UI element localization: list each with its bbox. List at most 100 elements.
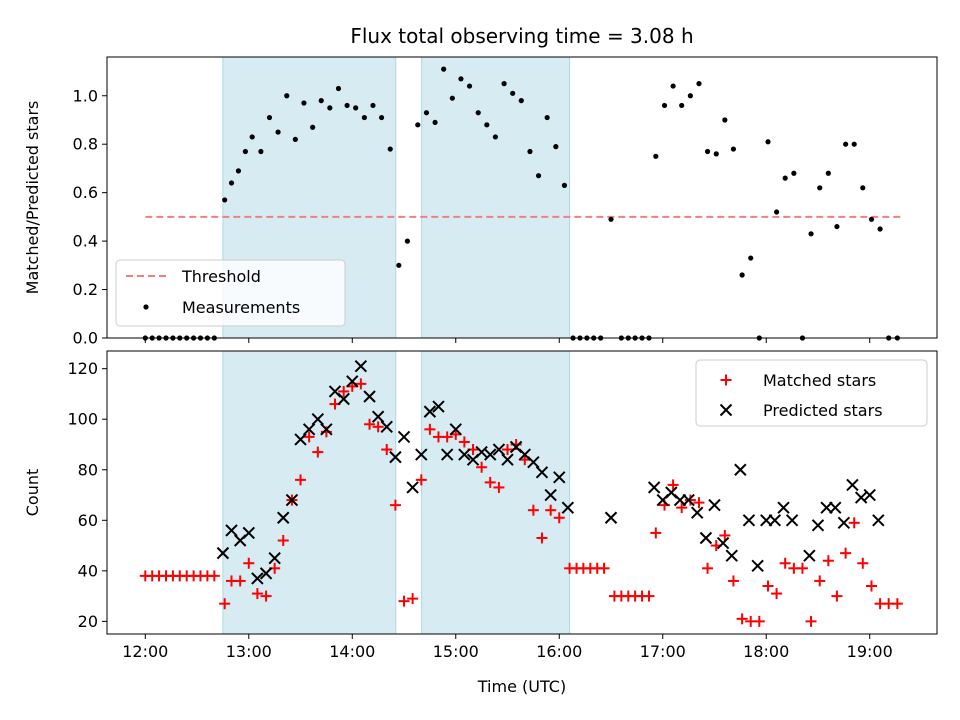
top-y-tick-label: 0.0 [73, 329, 98, 348]
measurement-point [258, 148, 264, 155]
measurement-point [449, 95, 455, 101]
matched-star-point [702, 562, 714, 574]
matched-star-point [243, 557, 255, 569]
bottom-y-tick-label: 100 [67, 410, 98, 429]
predicted-star-point [535, 466, 549, 479]
matched-star-point [805, 615, 817, 627]
measurement-point [235, 168, 242, 174]
matched-star-point [424, 423, 436, 435]
predicted-star-point [811, 519, 825, 532]
predicted-star-point [492, 443, 506, 456]
matched-star-point [441, 431, 453, 443]
measurement-point [310, 124, 316, 130]
x-tick-label: 18:00 [743, 642, 789, 661]
predicted-star-point [604, 511, 618, 524]
measurement-point [527, 148, 533, 155]
measurement-point [773, 209, 780, 215]
x-tick-label: 19:00 [847, 642, 893, 661]
top-y-tick-label: 0.4 [73, 232, 98, 251]
predicted-star-point [371, 410, 385, 423]
predicted-star-point [768, 514, 782, 527]
predicted-star-point [251, 572, 264, 585]
predicted-star-point [423, 405, 437, 418]
measurement-point [242, 148, 248, 155]
predicted-star-point [725, 549, 738, 562]
predicted-star-point [302, 423, 316, 436]
predicted-star-point [872, 514, 885, 527]
legend-matched-swatch [720, 374, 732, 386]
predicted-star-point [716, 536, 730, 550]
x-tick-label: 17:00 [640, 642, 686, 661]
predicted-star-point [647, 481, 661, 494]
predicted-star-point [785, 514, 799, 527]
measurement-point [249, 134, 255, 140]
predicted-star-point [389, 450, 402, 464]
bottom-y-tick-label: 40 [78, 561, 98, 580]
matched-star-point [779, 557, 791, 569]
matched-star-point [727, 575, 739, 587]
predicted-star-point [277, 511, 290, 524]
top-y-tick-label: 0.8 [73, 135, 98, 154]
predicted-star-point [242, 526, 255, 540]
measurement-point [353, 105, 359, 111]
matched-star-point [650, 527, 662, 539]
measurement-point [327, 105, 333, 111]
measurement-point [739, 272, 745, 278]
matched-star-point [312, 446, 324, 458]
matched-star-point [891, 598, 903, 610]
chart-title: Flux total observing time = 3.08 h [350, 24, 693, 48]
predicted-star-point [225, 524, 238, 537]
predicted-star-point [311, 413, 325, 426]
measurement-point [318, 98, 324, 104]
predicted-star-point [259, 567, 273, 580]
top-observing-window-2 [421, 56, 571, 339]
top-y-axis-label: Matched/Predicted stars [23, 101, 42, 295]
measurement-point [466, 83, 473, 89]
bottom-y-tick-label: 120 [67, 359, 98, 378]
measurement-point [344, 102, 350, 109]
predicted-star-point [829, 501, 842, 514]
predicted-star-point [285, 493, 299, 507]
matched-star-point [814, 575, 826, 587]
bottom-y-tick-label: 60 [78, 511, 98, 530]
predicted-star-point [440, 448, 454, 461]
measurement-point [275, 129, 281, 135]
measurement-point [730, 146, 737, 152]
matched-star-point [736, 613, 748, 625]
matched-star-point [234, 575, 246, 587]
matched-star-point [407, 593, 419, 605]
measurement-point [441, 66, 447, 72]
matched-star-point [643, 590, 655, 602]
predicted-star-point [854, 491, 868, 504]
predicted-star-point [337, 392, 350, 406]
top-legend-box [115, 259, 346, 327]
measurement-point [713, 151, 719, 157]
predicted-star-point [553, 471, 566, 484]
measurement-point [687, 93, 693, 99]
measurement-point [748, 255, 754, 261]
x-tick-label: 15:00 [433, 642, 479, 661]
measurement-point [222, 197, 228, 203]
measurement-point [696, 81, 702, 87]
predicted-star-point [691, 506, 704, 519]
legend-predicted-swatch [719, 403, 733, 417]
matched-star-point [719, 529, 731, 541]
measurement-point [284, 93, 290, 99]
matched-star-point [208, 570, 220, 582]
predicted-star-point [397, 430, 411, 444]
predicted-star-point [406, 481, 419, 494]
legend-measurements-label: Measurements [182, 298, 300, 317]
measurement-point [484, 122, 490, 128]
matched-star-point [771, 588, 783, 600]
predicted-star-point [699, 531, 713, 545]
matched-star-point [667, 479, 679, 491]
legend-matched-label: Matched stars [763, 371, 876, 390]
matched-star-point [865, 580, 877, 592]
predicted-star-point [682, 493, 695, 507]
predicted-star-point [544, 488, 557, 502]
predicted-star-point [346, 375, 359, 388]
predicted-star-point [432, 400, 445, 413]
measurement-point [722, 117, 728, 123]
matched-star-point [295, 474, 307, 486]
